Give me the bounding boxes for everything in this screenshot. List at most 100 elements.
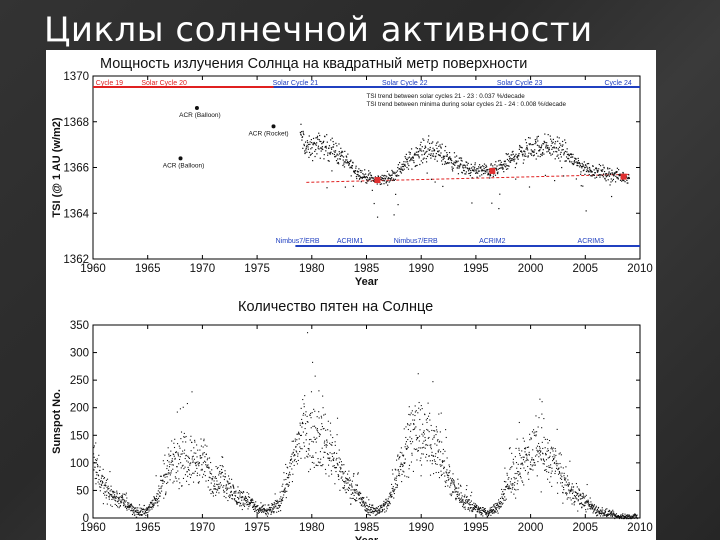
sunspot-point [631,517,633,519]
sunspot-point [164,474,166,476]
sunspot-point [313,425,316,427]
tsi-point [618,174,621,176]
sunspot-point [505,481,507,483]
sunspot-point [554,472,556,475]
tsi-point [597,174,600,176]
sunspot-point [183,436,185,438]
sunspot-point [459,484,462,486]
sunspot-point [195,461,197,463]
sunspot-point [534,431,536,433]
sunspot-point [630,515,632,517]
sunspot-point [107,478,109,480]
sunspot-point [316,416,318,418]
sunspot-point [601,512,603,514]
tsi-point [501,167,503,169]
sunspot-point [258,508,260,510]
sunspot-point [539,398,541,400]
tsi-point [604,177,606,179]
sunspot-point [541,413,543,415]
sunspot-point [135,511,137,513]
tsi-point [381,174,383,177]
sunspot-point [548,466,550,469]
tsi-instrument-label: Nimbus7/ERB [394,238,438,245]
sunspot-point [384,502,386,504]
tsi-point [341,151,343,153]
tsi-point [457,160,459,162]
sunspot-point [222,456,224,458]
tsi-point [389,175,392,177]
sunspot-point [579,498,581,500]
tsi-point [573,163,575,165]
sunspot-point [569,460,571,462]
sunspot-point [147,511,149,514]
sunspot-point [211,469,213,471]
tsi-point [345,155,347,157]
sunspot-point [588,505,590,507]
tsi-point [426,172,428,174]
sunspot-point [532,469,534,471]
sunspot-point [564,492,567,494]
sunspot-point [453,483,455,485]
sunspot-point [430,424,432,427]
sunspot-point [225,484,227,486]
sunspot-point [329,452,331,454]
sunspot-point [557,473,560,475]
sunspot-point [401,463,403,465]
sunspot-point [542,453,544,455]
sunspot-point [496,504,498,506]
tsi-point [308,135,310,137]
sunspot-point [130,503,132,505]
sunspot-point [334,444,336,446]
sunspot-point [529,433,531,435]
sunspot-point [449,493,451,495]
tsi-point [466,164,468,166]
sunspot-point [454,486,456,488]
tsi-point [490,164,492,166]
sunspot-point [222,489,225,491]
tsi-point [506,158,509,161]
tsi-point [553,151,555,153]
tsi-point [535,140,537,143]
sunspot-point [201,469,203,471]
tsi-point [361,170,363,172]
tsi-point [459,163,462,165]
sunspot-point [209,471,211,473]
sunspot-point [305,423,307,425]
tsi-point [536,144,539,146]
sunspot-point [104,483,106,485]
sunspot-point [245,497,248,499]
sunspot-point [243,505,246,507]
tsi-point [455,155,458,157]
sunspot-point [519,472,521,474]
sunspot-point [331,473,333,475]
tsi-point [525,155,527,157]
sunspot-point [409,414,411,416]
tsi-point [379,183,381,186]
sunspot-point [124,504,126,506]
sunspot-point [199,474,201,476]
tsi-point [569,153,572,155]
tsi-point [332,146,334,148]
tsi-x-tick-label: 1985 [354,263,380,275]
sunspot-point [416,448,418,450]
sunspot-point [289,465,291,468]
sunspot-point [239,505,241,507]
sunspot-point [372,506,374,508]
tsi-point [535,142,537,144]
sunspot-point [119,499,121,501]
sunspot-point [159,491,161,493]
tsi-point [316,153,318,155]
tsi-point [452,167,454,169]
tsi-x-tick-label: 1970 [190,263,216,275]
sunspot-point [499,501,501,503]
sunspot-point [228,478,230,480]
sunspot-point [156,500,158,502]
sunspot-point [218,474,220,476]
sunspot-point [141,508,143,510]
tsi-point [545,144,547,146]
sunspot-point [596,510,598,512]
tsi-point [553,147,555,149]
sunspot-point [255,506,257,508]
sunspot-point [280,502,282,504]
sunspot-point [512,483,514,485]
